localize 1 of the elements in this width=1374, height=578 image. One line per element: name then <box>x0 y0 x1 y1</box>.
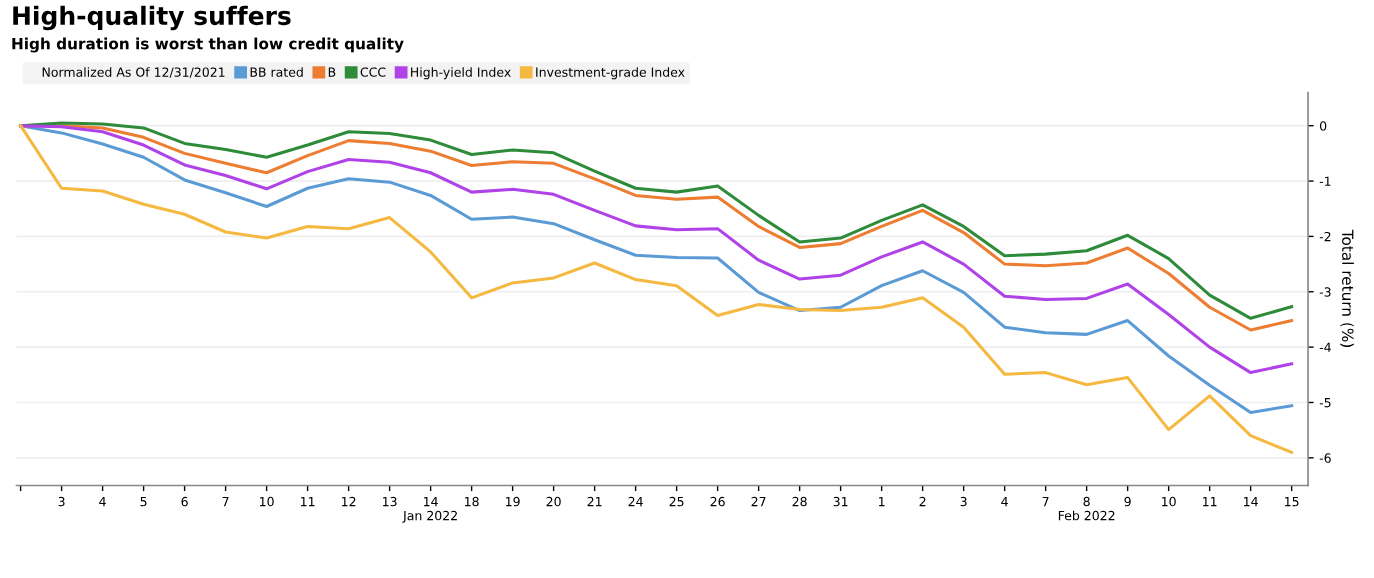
chart-title: High-quality suffers <box>13 5 291 31</box>
